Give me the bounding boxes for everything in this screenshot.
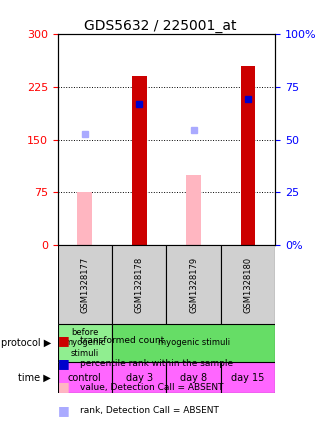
- Text: day 8: day 8: [180, 373, 207, 382]
- Text: myogenic stimuli: myogenic stimuli: [157, 338, 230, 347]
- Text: day 3: day 3: [126, 373, 153, 382]
- Text: ■: ■: [58, 381, 69, 393]
- Bar: [241, 66, 255, 245]
- Text: day 15: day 15: [231, 373, 265, 382]
- FancyBboxPatch shape: [112, 362, 166, 393]
- Text: rank, Detection Call = ABSENT: rank, Detection Call = ABSENT: [80, 406, 219, 415]
- FancyBboxPatch shape: [58, 324, 112, 362]
- Text: ■: ■: [58, 357, 69, 370]
- Text: GDS5632 / 225001_at: GDS5632 / 225001_at: [84, 19, 236, 33]
- Bar: [186, 175, 201, 245]
- Text: GSM1328180: GSM1328180: [244, 256, 252, 313]
- Text: protocol ▶: protocol ▶: [1, 338, 51, 348]
- Text: ■: ■: [58, 334, 69, 347]
- Text: GSM1328177: GSM1328177: [80, 256, 89, 313]
- Text: control: control: [68, 373, 102, 382]
- Bar: [77, 192, 92, 245]
- FancyBboxPatch shape: [221, 245, 275, 324]
- Text: time ▶: time ▶: [19, 373, 51, 382]
- FancyBboxPatch shape: [166, 362, 221, 393]
- FancyBboxPatch shape: [58, 245, 112, 324]
- Text: before
myogenic
stimuli: before myogenic stimuli: [64, 328, 105, 357]
- FancyBboxPatch shape: [112, 245, 166, 324]
- FancyBboxPatch shape: [221, 362, 275, 393]
- FancyBboxPatch shape: [112, 324, 275, 362]
- FancyBboxPatch shape: [166, 245, 221, 324]
- Text: value, Detection Call = ABSENT: value, Detection Call = ABSENT: [80, 382, 223, 392]
- FancyBboxPatch shape: [58, 362, 112, 393]
- Text: ■: ■: [58, 404, 69, 417]
- Text: percentile rank within the sample: percentile rank within the sample: [80, 359, 233, 368]
- Text: GSM1328178: GSM1328178: [135, 256, 144, 313]
- Bar: [132, 76, 147, 245]
- Text: transformed count: transformed count: [80, 336, 164, 345]
- Text: GSM1328179: GSM1328179: [189, 256, 198, 313]
